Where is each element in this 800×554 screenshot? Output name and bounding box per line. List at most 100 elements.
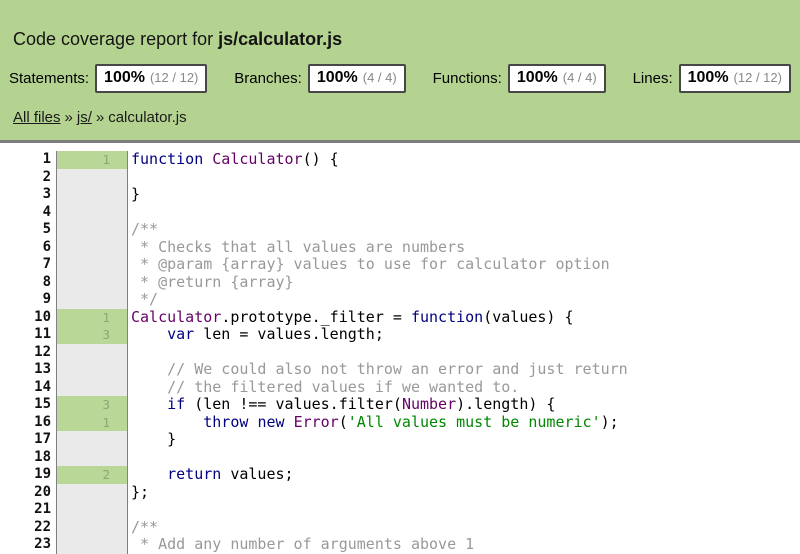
line-number: 2 bbox=[42, 168, 51, 185]
code-line: 2 bbox=[0, 168, 800, 186]
line-code: Calculator.prototype._filter = function(… bbox=[128, 307, 574, 327]
coverage-stats: Statements: 100% (12 / 12) Branches: 100… bbox=[9, 64, 791, 93]
line-execution-count bbox=[56, 483, 128, 501]
line-code bbox=[128, 449, 131, 467]
stat-statements-label: Statements: bbox=[9, 70, 90, 87]
code-token-com: */ bbox=[131, 290, 159, 308]
code-token-pln: }; bbox=[131, 482, 150, 501]
code-token-kwd: if bbox=[167, 395, 186, 413]
code-line: 4 bbox=[0, 203, 800, 221]
line-execution-count: 1 bbox=[56, 308, 128, 326]
code-line: 19 2 return values; bbox=[0, 465, 800, 484]
code-line: 23 * Add any number of arguments above 1 bbox=[0, 535, 800, 554]
line-code: * @param {array} values to use for calcu… bbox=[128, 255, 610, 274]
code-token-com: /** bbox=[131, 220, 159, 238]
code-line: 7 * @param {array} values to use for cal… bbox=[0, 255, 800, 274]
code-token-pln bbox=[131, 395, 167, 413]
line-number: 4 bbox=[42, 203, 51, 220]
line-number: 11 bbox=[34, 326, 51, 342]
line-execution-count bbox=[56, 186, 128, 204]
code-token-str: 'All values must be numeric' bbox=[347, 412, 601, 431]
line-code: * @return {array} bbox=[128, 273, 294, 292]
line-execution-count bbox=[56, 168, 128, 186]
code-token-pln: ( bbox=[338, 412, 348, 431]
code-line: 15 3 if (len !== values.filter(Number).le… bbox=[0, 395, 800, 414]
line-code: function Calculator() { bbox=[128, 150, 339, 169]
code-line: 18 bbox=[0, 448, 800, 467]
stat-branches-box: 100% (4 / 4) bbox=[307, 64, 406, 93]
stat-lines-label: Lines: bbox=[632, 70, 673, 87]
breadcrumb-link-all-files[interactable]: All files bbox=[13, 109, 61, 126]
line-execution-count bbox=[56, 273, 128, 291]
line-number: 15 bbox=[34, 396, 51, 412]
report-header: Code coverage report for js/calculator.j… bbox=[0, 0, 800, 143]
code-token-typ: Calculator bbox=[131, 307, 222, 326]
stat-functions: Functions: 100% (4 / 4) bbox=[433, 64, 606, 93]
line-code: } bbox=[128, 430, 176, 449]
code-line: 17 } bbox=[0, 430, 800, 449]
line-execution-count bbox=[56, 448, 128, 466]
breadcrumb-current-file: calculator.js bbox=[108, 109, 187, 126]
stat-branches: Branches: 100% (4 / 4) bbox=[234, 64, 406, 93]
code-line: 16 1 throw new Error('All values must be … bbox=[0, 412, 800, 432]
stat-branches-label: Branches: bbox=[234, 70, 302, 87]
stat-statements-fraction: (12 / 12) bbox=[149, 70, 199, 85]
title-filename: js/calculator.js bbox=[218, 29, 343, 49]
breadcrumb-link-js-folder[interactable]: js/ bbox=[76, 109, 92, 126]
code-token-pln: values; bbox=[221, 465, 294, 483]
code-line: 10 1 Calculator.prototype._filter = functi… bbox=[0, 307, 800, 327]
code-line: 9 */ bbox=[0, 290, 800, 309]
line-execution-count bbox=[56, 361, 128, 379]
stat-lines-fraction: (12 / 12) bbox=[733, 70, 782, 85]
line-code: var len = values.length; bbox=[128, 325, 384, 344]
line-execution-count bbox=[56, 536, 128, 554]
line-execution-count: 3 bbox=[56, 396, 128, 414]
line-execution-count bbox=[56, 431, 128, 449]
line-execution-count: 2 bbox=[56, 466, 128, 484]
line-number: 14 bbox=[34, 378, 51, 395]
code-token-typ: Error bbox=[293, 412, 339, 431]
code-rows: 1 1 function Calculator() {2 3} 4 5/** 6 * Che… bbox=[0, 150, 800, 554]
line-execution-count bbox=[56, 221, 128, 239]
line-code: */ bbox=[128, 290, 159, 309]
stat-functions-box: 100% (4 / 4) bbox=[507, 64, 606, 93]
code-line: 11 3 var len = values.length; bbox=[0, 325, 800, 344]
line-number: 1 bbox=[42, 151, 51, 167]
line-execution-count bbox=[56, 343, 128, 361]
line-execution-count: 1 bbox=[56, 413, 128, 431]
line-number: 7 bbox=[42, 256, 51, 272]
line-execution-count bbox=[56, 501, 128, 519]
line-number: 23 bbox=[34, 536, 51, 552]
code-token-pln: (len !== values.filter( bbox=[185, 395, 402, 413]
line-number: 3 bbox=[42, 186, 51, 202]
line-number: 20 bbox=[34, 483, 51, 500]
line-execution-count bbox=[56, 203, 128, 221]
line-number: 17 bbox=[34, 431, 51, 447]
line-code: * Add any number of arguments above 1 bbox=[128, 535, 474, 554]
code-token-pln bbox=[203, 150, 212, 168]
line-execution-count: 1 bbox=[56, 151, 128, 169]
stat-lines-percent: 100% bbox=[687, 69, 729, 86]
code-token-kwd: new bbox=[257, 412, 285, 431]
line-number: 21 bbox=[34, 501, 51, 517]
line-code: throw new Error('All values must be nume… bbox=[128, 412, 619, 432]
code-token-typ: Number bbox=[401, 395, 457, 413]
line-code bbox=[128, 501, 131, 519]
line-code: /** bbox=[128, 220, 159, 239]
code-token-kwd: return bbox=[167, 465, 222, 483]
code-line: 13 // We could also not throw an error a… bbox=[0, 360, 800, 379]
line-code: // We could also not throw an error and … bbox=[128, 360, 628, 379]
code-token-pln: len = values.length; bbox=[194, 325, 384, 343]
code-line: 1 1 function Calculator() { bbox=[0, 150, 800, 169]
code-token-pln bbox=[131, 465, 167, 483]
stat-branches-fraction: (4 / 4) bbox=[362, 70, 397, 85]
code-line: 8 * @return {array} bbox=[0, 273, 800, 292]
line-number: 18 bbox=[34, 448, 51, 465]
code-token-pln: ); bbox=[600, 412, 619, 431]
title-prefix: Code coverage report for bbox=[13, 29, 219, 49]
code-line: 20}; bbox=[0, 482, 800, 501]
line-number: 22 bbox=[34, 518, 51, 535]
stat-statements-box: 100% (12 / 12) bbox=[95, 64, 208, 93]
line-execution-count: 3 bbox=[56, 326, 128, 344]
